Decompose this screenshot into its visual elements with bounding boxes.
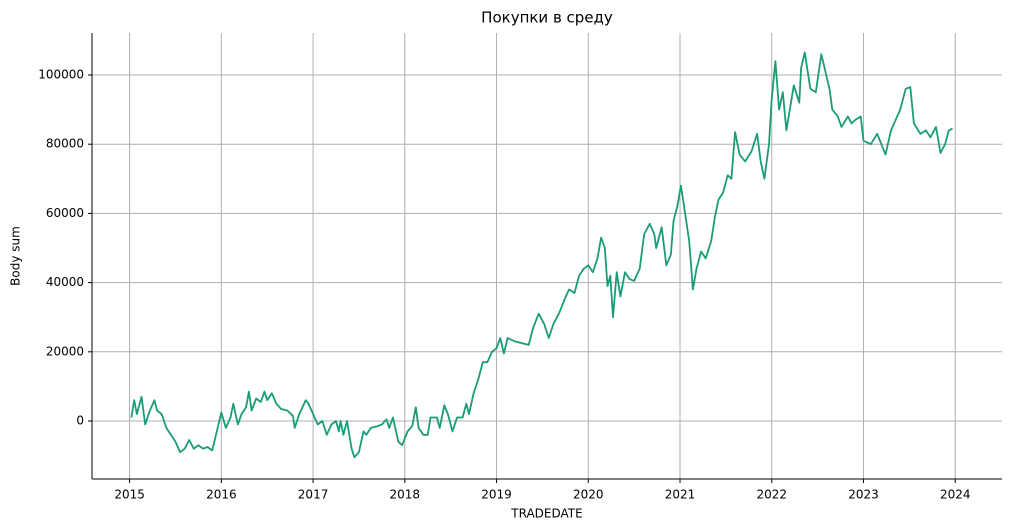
y-tick-label: 20000 (46, 344, 84, 358)
x-tick-label: 2022 (756, 488, 787, 502)
data-line (130, 51, 953, 459)
x-tick-label: 2019 (481, 488, 512, 502)
x-tick-label: 2023 (848, 488, 879, 502)
y-tick-label: 40000 (46, 275, 84, 289)
y-tick-label: 0 (76, 414, 84, 428)
chart-title: Покупки в среду (481, 9, 613, 27)
x-tick-label: 2016 (206, 488, 237, 502)
y-axis-label: Body sum (9, 226, 23, 286)
x-tick-label: 2020 (573, 488, 604, 502)
x-axis-label: TRADEDATE (510, 507, 582, 521)
x-tick-label: 2024 (940, 488, 971, 502)
y-tick-label: 80000 (46, 137, 84, 151)
x-tick-label: 2018 (390, 488, 421, 502)
y-tick-label: 100000 (38, 68, 84, 82)
x-tick-label: 2021 (665, 488, 696, 502)
x-tick-label: 2015 (114, 488, 145, 502)
y-tick-label: 60000 (46, 206, 84, 220)
x-tick-label: 2017 (298, 488, 329, 502)
